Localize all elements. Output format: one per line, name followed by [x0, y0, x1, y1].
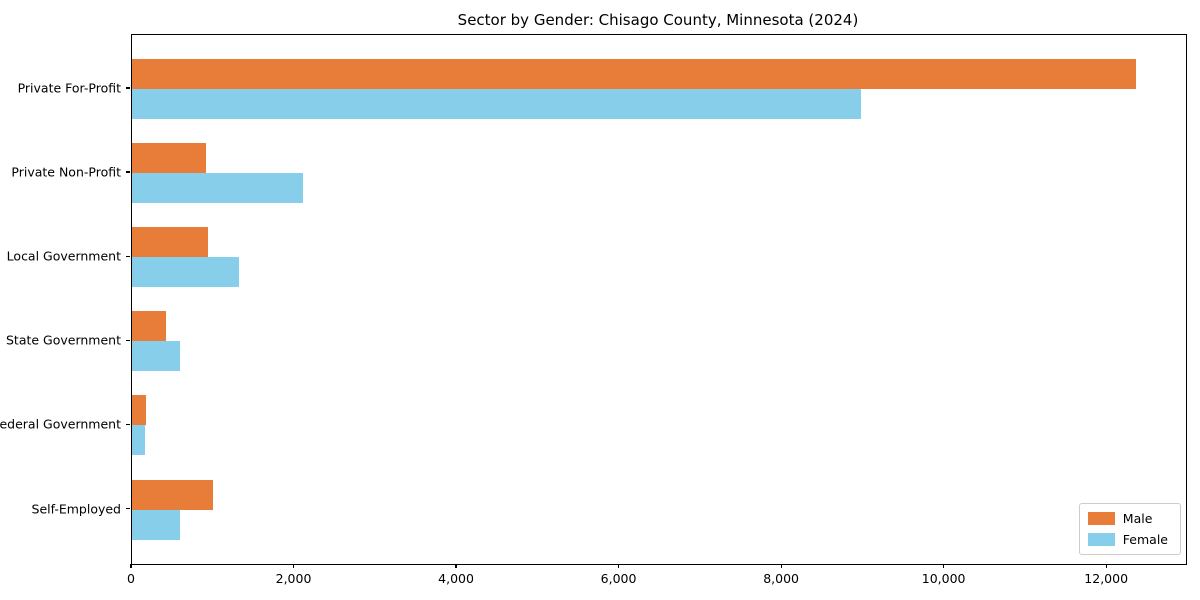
x-tick-label: 8,000	[763, 571, 800, 586]
x-tick-mark	[780, 564, 782, 568]
bar-female-self-employed	[132, 509, 180, 540]
bar-female-local-government	[132, 257, 239, 288]
x-tick-mark	[455, 564, 457, 568]
y-category-label: Private For-Profit	[17, 80, 121, 96]
y-tick-mark	[126, 339, 130, 341]
legend-swatch-male	[1087, 512, 1115, 525]
x-tick-label: 6,000	[600, 571, 637, 586]
bar-male-private-for-profit	[132, 58, 1136, 89]
legend-entry-male: Male	[1087, 511, 1168, 526]
x-tick-label: 2,000	[275, 571, 312, 586]
legend-label: Female	[1122, 532, 1168, 547]
y-tick-mark	[126, 255, 130, 257]
x-tick-label: 12,000	[1084, 571, 1129, 586]
y-tick-mark	[126, 507, 130, 510]
bar-male-self-employed	[132, 479, 214, 510]
y-category-label: Local Government	[6, 248, 121, 264]
legend-entry-female: Female	[1087, 532, 1168, 547]
x-tick-label: 4,000	[438, 571, 474, 586]
x-tick-label: 0	[127, 571, 135, 586]
plot-area: Male Female	[131, 34, 1187, 565]
x-tick-mark	[130, 564, 132, 568]
bar-female-state-government	[132, 341, 180, 372]
x-tick-label: 10,000	[921, 571, 966, 586]
x-tick-mark	[943, 564, 945, 568]
bar-male-state-government	[132, 311, 167, 342]
bar-female-private-non-profit	[132, 173, 303, 204]
x-tick-mark	[1105, 564, 1107, 568]
chart-title: Sector by Gender: Chisago County, Minnes…	[457, 11, 859, 29]
y-tick-mark	[126, 171, 130, 173]
x-tick-mark	[292, 564, 295, 568]
x-tick-mark	[617, 564, 620, 568]
y-category-label: Self-Employed	[31, 501, 121, 516]
legend-swatch-female	[1087, 533, 1115, 546]
legend-label: Male	[1122, 511, 1153, 526]
y-tick-mark	[126, 423, 130, 425]
y-tick-mark	[126, 87, 130, 89]
y-category-label: Federal Government	[0, 416, 121, 432]
legend: Male Female	[1078, 503, 1181, 555]
bar-male-private-non-profit	[132, 143, 207, 174]
bar-male-federal-government	[132, 395, 147, 426]
y-category-label: Private Non-Profit	[11, 164, 121, 180]
bar-male-local-government	[132, 227, 209, 258]
y-category-label: State Government	[5, 332, 121, 348]
bar-female-private-for-profit	[132, 88, 861, 119]
bar-female-federal-government	[132, 425, 145, 456]
